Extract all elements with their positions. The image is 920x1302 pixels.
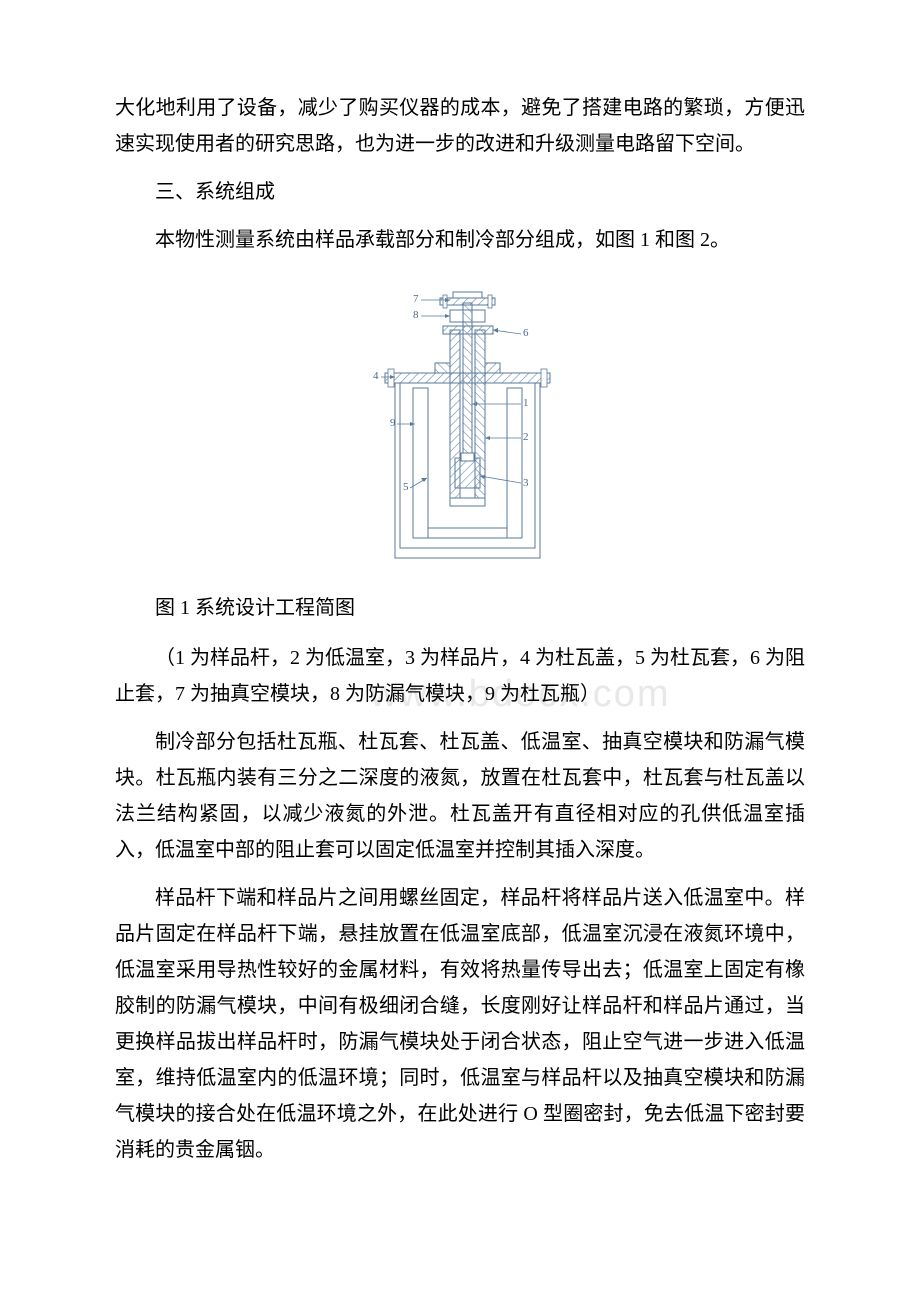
svg-text:9: 9 [390,417,396,429]
paragraph-legend: （1 为样品杆，2 为低温室，3 为样品片，4 为杜瓦盖，5 为杜瓦套，6 为阻… [115,640,805,712]
svg-text:4: 4 [373,370,379,382]
svg-text:6: 6 [523,327,529,339]
figure-1-caption: 图 1 系统设计工程简图 [115,590,805,626]
svg-text:8: 8 [413,309,419,321]
figure-1-svg: 7 8 4 9 5 6 1 [335,278,585,568]
paragraph-cooling: 制冷部分包括杜瓦瓶、杜瓦套、杜瓦盖、低温室、抽真空模块和防漏气模块。杜瓦瓶内装有… [115,724,805,868]
figure-1: 7 8 4 9 5 6 1 [115,278,805,580]
svg-text:3: 3 [523,477,529,489]
svg-text:5: 5 [403,481,409,493]
paragraph-sample: 样品杆下端和样品片之间用螺丝固定，样品杆将样品片送入低温室中。样品片固定在样品杆… [115,880,805,1168]
svg-text:7: 7 [413,293,419,305]
paragraph-continuation: 大化地利用了设备，减少了购买仪器的成本，避免了搭建电路的繁琐，方便迅速实现使用者… [115,90,805,162]
svg-text:2: 2 [523,431,529,443]
svg-text:1: 1 [523,397,529,409]
paragraph-intro: 本物性测量系统由样品承载部分和制冷部分组成，如图 1 和图 2。 [115,222,805,258]
section-heading: 三、系统组成 [115,174,805,210]
